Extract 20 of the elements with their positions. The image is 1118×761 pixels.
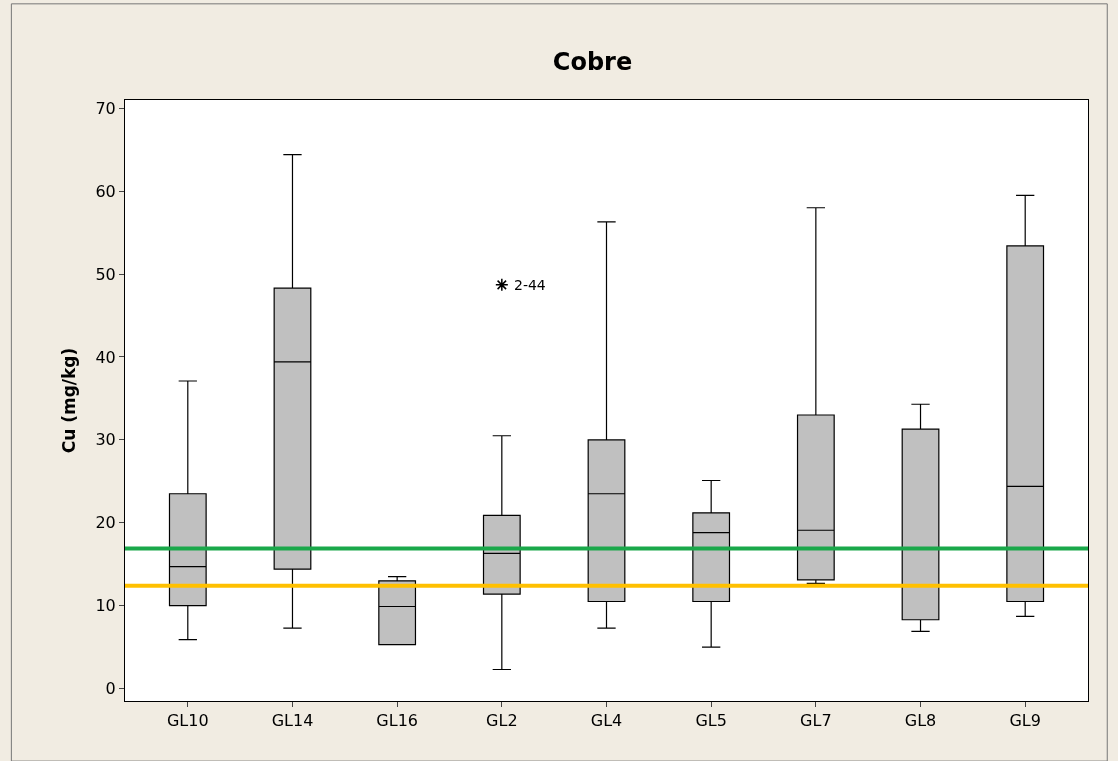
- x-tick-label: GL10: [166, 711, 209, 731]
- y-tick-label: 70: [95, 98, 116, 118]
- y-tick-label: 40: [95, 347, 116, 367]
- x-tick-label: GL7: [800, 711, 832, 731]
- y-tick-label: 10: [95, 596, 116, 616]
- y-axis-title: Cu (mg/kg): [58, 347, 79, 454]
- y-tick-label: 30: [95, 430, 116, 450]
- x-tick-label: GL14: [271, 711, 314, 731]
- y-tick-label: 20: [95, 513, 116, 533]
- x-tick-label: GL4: [590, 711, 623, 731]
- chart-title: Cobre: [552, 48, 633, 77]
- y-tick-label: 0: [105, 679, 116, 699]
- x-tick-label: GL9: [1009, 711, 1041, 731]
- x-tick-label: GL16: [376, 711, 418, 731]
- x-tick-label: GL5: [695, 711, 727, 731]
- x-tick-label: GL2: [486, 711, 518, 731]
- y-tick-label: 60: [95, 181, 116, 201]
- x-tick-label: GL8: [904, 711, 937, 731]
- annotation: 2-44: [514, 277, 546, 293]
- y-tick-label: 50: [95, 264, 116, 284]
